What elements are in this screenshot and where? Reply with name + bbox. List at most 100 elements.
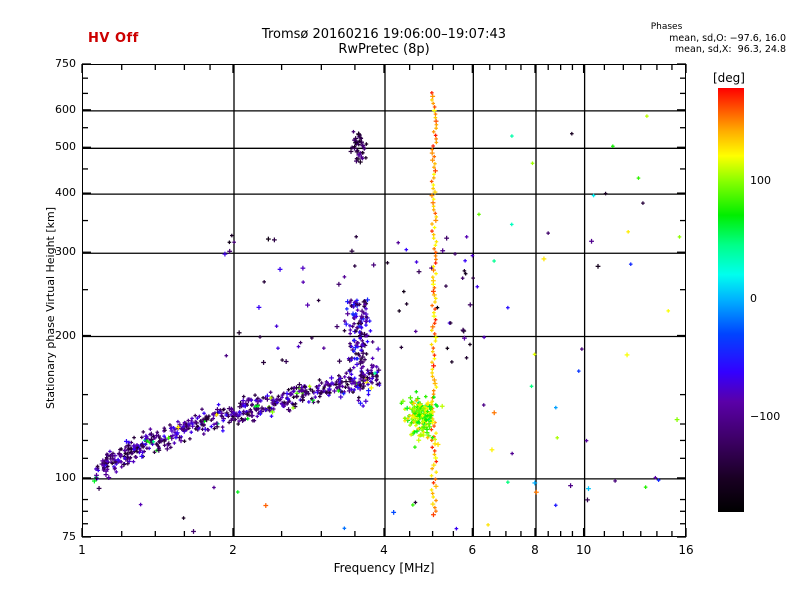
data-point	[463, 271, 468, 276]
data-point	[227, 248, 233, 254]
data-point	[201, 423, 206, 428]
data-point	[351, 129, 356, 134]
data-point	[359, 313, 365, 319]
data-point	[433, 307, 437, 311]
data-point	[450, 360, 454, 364]
data-point	[343, 379, 349, 385]
data-point	[125, 452, 130, 456]
data-point	[414, 260, 419, 264]
data-point	[153, 436, 157, 440]
data-point	[352, 144, 357, 149]
data-point	[232, 411, 236, 415]
data-point	[429, 473, 434, 478]
plot-title-line2: RwPretec (8p)	[338, 42, 430, 57]
data-point	[420, 413, 425, 418]
data-point	[355, 356, 360, 361]
data-point	[553, 405, 558, 410]
data-point	[414, 398, 419, 402]
colorbar	[718, 88, 744, 512]
data-point	[432, 310, 436, 315]
data-point	[214, 424, 220, 430]
data-point	[424, 426, 430, 432]
plot-title-line1: Tromsø 20160216 19:06:00–19:07:43	[261, 27, 507, 42]
data-point	[178, 438, 184, 444]
data-point	[361, 404, 365, 408]
data-point	[491, 410, 497, 416]
data-point	[152, 450, 157, 455]
data-point	[366, 392, 371, 397]
data-point	[188, 437, 192, 441]
data-point	[149, 436, 154, 442]
data-point	[363, 398, 369, 404]
data-point	[555, 435, 560, 440]
data-point	[340, 380, 344, 384]
data-point	[364, 332, 370, 338]
data-point	[309, 396, 314, 401]
data-point	[434, 140, 439, 145]
data-point	[155, 430, 160, 435]
data-point	[430, 222, 434, 226]
data-point	[532, 480, 538, 486]
data-point	[460, 327, 466, 333]
data-point	[161, 438, 167, 444]
data-point	[347, 367, 353, 373]
data-point	[576, 369, 581, 373]
data-point	[352, 300, 357, 305]
data-point	[350, 324, 355, 329]
data-point	[209, 418, 214, 422]
data-point	[252, 418, 257, 423]
data-point	[429, 193, 435, 199]
data-point	[356, 352, 360, 356]
data-point	[431, 388, 436, 393]
data-point	[263, 503, 269, 508]
data-point	[291, 389, 296, 394]
data-point	[371, 262, 377, 268]
data-point	[337, 358, 342, 364]
data-point	[374, 365, 379, 369]
data-point	[417, 408, 422, 414]
data-point	[414, 428, 420, 434]
data-point	[357, 380, 361, 385]
data-point	[656, 478, 661, 482]
data-point	[433, 261, 438, 265]
data-point	[359, 366, 364, 371]
data-point	[301, 280, 305, 284]
data-point	[453, 252, 457, 256]
data-point	[313, 395, 318, 399]
data-point	[241, 418, 246, 422]
data-point	[677, 235, 682, 239]
data-point	[127, 440, 131, 445]
data-point	[375, 382, 380, 387]
data-point	[477, 212, 481, 217]
data-point	[227, 420, 231, 425]
data-point	[430, 445, 435, 450]
data-point	[151, 439, 156, 444]
data-point	[200, 407, 204, 412]
data-point	[434, 385, 439, 389]
data-point	[264, 396, 270, 402]
data-point	[262, 280, 266, 284]
data-point	[337, 373, 341, 378]
data-point	[148, 431, 154, 437]
data-point	[202, 426, 208, 432]
data-point	[300, 265, 306, 271]
data-point	[433, 254, 438, 258]
data-point	[399, 401, 404, 406]
data-point	[641, 201, 645, 205]
data-point	[217, 410, 221, 414]
data-point	[418, 403, 422, 408]
data-point	[361, 386, 365, 390]
data-point	[162, 426, 167, 430]
data-point	[181, 424, 186, 429]
data-point	[431, 101, 436, 106]
data-point	[431, 377, 437, 383]
data-point	[357, 302, 362, 307]
data-point	[409, 432, 413, 437]
data-point	[434, 509, 438, 513]
data-point	[292, 385, 297, 390]
data-point	[362, 331, 367, 337]
data-point	[174, 435, 178, 440]
data-point	[425, 409, 430, 414]
data-point	[157, 440, 162, 444]
data-point	[430, 371, 434, 375]
